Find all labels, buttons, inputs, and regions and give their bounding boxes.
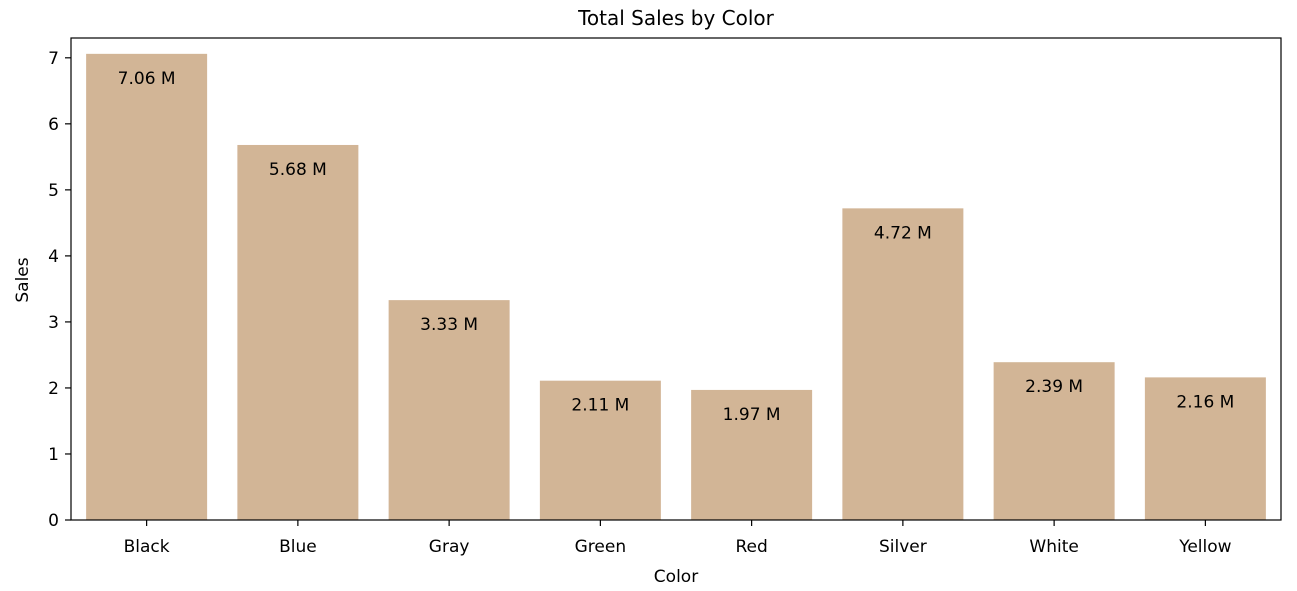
- data-label-yellow: 2.16 M: [1176, 392, 1234, 412]
- y-tick-label-4: 4: [48, 247, 59, 267]
- x-axis-label: Color: [654, 567, 698, 587]
- data-label-white: 2.39 M: [1025, 377, 1083, 397]
- x-tick-label-gray: Gray: [429, 537, 470, 557]
- data-labels-group: 7.06 M 5.68 M 3.33 M 2.11 M 1.97 M 4.72 M 2.39…: [118, 69, 1235, 425]
- bars-group: [86, 53, 1266, 520]
- y-tick-label-0: 0: [48, 511, 59, 531]
- data-label-green: 2.11 M: [571, 396, 629, 416]
- chart-title: Total Sales by Color: [577, 6, 775, 30]
- x-tick-label-red: Red: [735, 537, 767, 557]
- bar-white: [993, 362, 1115, 520]
- bar-blue: [237, 144, 359, 520]
- y-tick-label-3: 3: [48, 313, 59, 333]
- bar-gray: [388, 300, 510, 520]
- x-tick-label-black: Black: [124, 537, 170, 557]
- y-tick-label-2: 2: [48, 379, 59, 399]
- bar-yellow: [1144, 377, 1266, 520]
- y-tick-label-5: 5: [48, 181, 59, 201]
- y-tick-label-7: 7: [48, 49, 59, 69]
- bar-silver: [842, 208, 964, 520]
- bar-black: [86, 53, 208, 520]
- data-label-blue: 5.68 M: [269, 160, 327, 180]
- y-axis: 0 1 2 3 4 5 6 7: [48, 49, 71, 531]
- y-axis-label: Sales: [13, 257, 33, 302]
- x-tick-label-yellow: Yellow: [1178, 537, 1231, 557]
- x-tick-label-green: Green: [575, 537, 626, 557]
- bar-green: [539, 380, 661, 520]
- data-label-black: 7.06 M: [118, 69, 176, 89]
- y-tick-label-1: 1: [48, 445, 59, 465]
- data-label-red: 1.97 M: [723, 405, 781, 425]
- x-tick-label-silver: Silver: [879, 537, 927, 557]
- plot-frame: [70, 37, 1282, 521]
- x-axis: Black Blue Gray Green Red Silver White Yellow: [124, 520, 1232, 557]
- y-tick-label-6: 6: [48, 115, 59, 135]
- x-tick-label-white: White: [1029, 537, 1078, 557]
- bar-red: [691, 389, 813, 520]
- x-tick-label-blue: Blue: [279, 537, 317, 557]
- data-label-gray: 3.33 M: [420, 315, 478, 335]
- data-label-silver: 4.72 M: [874, 223, 932, 243]
